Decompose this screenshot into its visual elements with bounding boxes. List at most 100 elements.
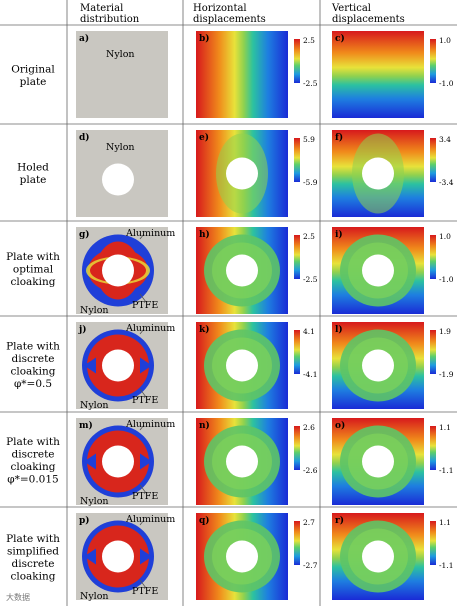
- material-panel: Aluminum PTFE Nylon p): [76, 513, 175, 602]
- material-label: PTFE: [132, 586, 158, 597]
- watermark: 大数据: [6, 592, 30, 602]
- hole: [226, 540, 258, 573]
- horizontal-displacement-map: e) 5.9 -5.9: [196, 130, 318, 217]
- horizontal-displacement-map: k) 4.1 -4.1: [196, 322, 317, 409]
- panel-label: m): [79, 420, 93, 431]
- colorbar-tick: 1.1: [439, 423, 451, 432]
- panel-label: e): [199, 132, 209, 143]
- row-label: discrete: [11, 448, 54, 460]
- colorbar-tick: 2.5: [303, 232, 315, 241]
- colorbar: [430, 235, 436, 279]
- hole: [226, 445, 258, 478]
- row-label: optimal: [13, 264, 54, 276]
- material-panel: Nylon d): [76, 130, 168, 217]
- horizontal-displacement-map: b) 2.5 -2.5: [196, 31, 318, 118]
- colorbar: [430, 521, 436, 565]
- row-label: cloaking: [10, 365, 55, 377]
- panel-label: n): [199, 420, 210, 431]
- colorbar-tick: -1.9: [439, 370, 454, 379]
- panel-label: h): [199, 229, 210, 240]
- hole: [102, 349, 134, 382]
- colorbar-tick: 5.9: [303, 135, 315, 144]
- hole: [102, 163, 134, 196]
- row-label: cloaking: [10, 461, 55, 473]
- vertical-displacement-map: o) 1.1 -1.1: [332, 418, 453, 505]
- colorbar-tick: 1.0: [439, 36, 451, 45]
- colorbar: [294, 235, 300, 279]
- hole: [362, 445, 394, 478]
- colorbar-tick: 1.0: [439, 232, 451, 241]
- colorbar: [430, 39, 436, 83]
- colorbar: [294, 39, 300, 83]
- column-header-material: Material distribution: [80, 3, 140, 25]
- colorbar-tick: -1.1: [439, 466, 453, 475]
- panel-label: g): [79, 229, 90, 240]
- panel-label: q): [199, 515, 210, 526]
- colorbar-tick: 1.9: [439, 327, 451, 336]
- panel-label: i): [335, 229, 343, 240]
- vertical-displacement-map: c) 1.0 -1.0: [332, 31, 454, 118]
- material-label: Aluminum: [125, 419, 175, 430]
- colorbar: [294, 426, 300, 470]
- panel-label: l): [335, 324, 343, 335]
- hole: [362, 157, 394, 190]
- column-header-vertical: Vertical displacements: [331, 3, 405, 25]
- material-label: Nylon: [80, 400, 109, 411]
- hole: [226, 157, 258, 190]
- colorbar: [430, 138, 436, 182]
- panel-label: k): [199, 324, 210, 335]
- colorbar: [294, 330, 300, 374]
- material-panel: Nylon a): [76, 31, 168, 118]
- material-label: Aluminum: [125, 323, 175, 334]
- material-label: Nylon: [106, 49, 135, 60]
- row-label: Plate with: [6, 533, 60, 545]
- colorbar-tick: -2.5: [303, 79, 318, 88]
- colorbar-tick: 3.4: [439, 135, 451, 144]
- horizontal-displacement-map: q) 2.7 -2.7: [196, 513, 318, 600]
- material-label: Nylon: [106, 142, 135, 153]
- hole: [362, 349, 394, 382]
- panel-label: j): [78, 324, 87, 335]
- colorbar-tick: -2.6: [303, 466, 318, 475]
- hole: [102, 540, 134, 573]
- panel-label: b): [199, 33, 210, 44]
- material-panel: Aluminum PTFE Nylon j): [76, 322, 175, 411]
- colorbar-tick: -1.1: [439, 561, 453, 570]
- panel-label: o): [335, 420, 345, 431]
- hole: [102, 445, 134, 478]
- row-label: φ*=0.015: [7, 473, 58, 485]
- vertical-displacement-map: l) 1.9 -1.9: [332, 322, 454, 409]
- row-label: Plate with: [6, 251, 60, 263]
- colorbar: [430, 426, 436, 470]
- material-label: Nylon: [80, 591, 109, 602]
- material-label: PTFE: [132, 300, 158, 311]
- colorbar: [430, 330, 436, 374]
- row-label: plate: [20, 174, 47, 186]
- row-label: φ*=0.5: [14, 378, 52, 390]
- material-panel: Aluminum PTFE Nylon g): [76, 227, 175, 316]
- vertical-displacement-map: r) 1.1 -1.1: [332, 513, 453, 600]
- panel-label: c): [335, 33, 345, 44]
- colorbar-tick: -2.7: [303, 561, 318, 570]
- row-label: Plate with: [6, 340, 60, 352]
- material-label: PTFE: [132, 395, 158, 406]
- hole: [362, 254, 394, 287]
- colorbar-tick: 2.7: [303, 518, 315, 527]
- panel-label: a): [79, 33, 89, 44]
- colorbar-tick: -2.5: [303, 275, 318, 284]
- hole: [226, 254, 258, 287]
- material-label: Aluminum: [125, 514, 175, 525]
- colorbar: [294, 138, 300, 182]
- colorbar-tick: 2.5: [303, 36, 315, 45]
- horizontal-displacement-map: h) 2.5 -2.5: [196, 227, 318, 314]
- colorbar-tick: -1.0: [439, 275, 454, 284]
- row-label: cloaking: [10, 276, 55, 288]
- colorbar-tick: 2.6: [303, 423, 315, 432]
- horizontal-displacement-map: n) 2.6 -2.6: [196, 418, 318, 505]
